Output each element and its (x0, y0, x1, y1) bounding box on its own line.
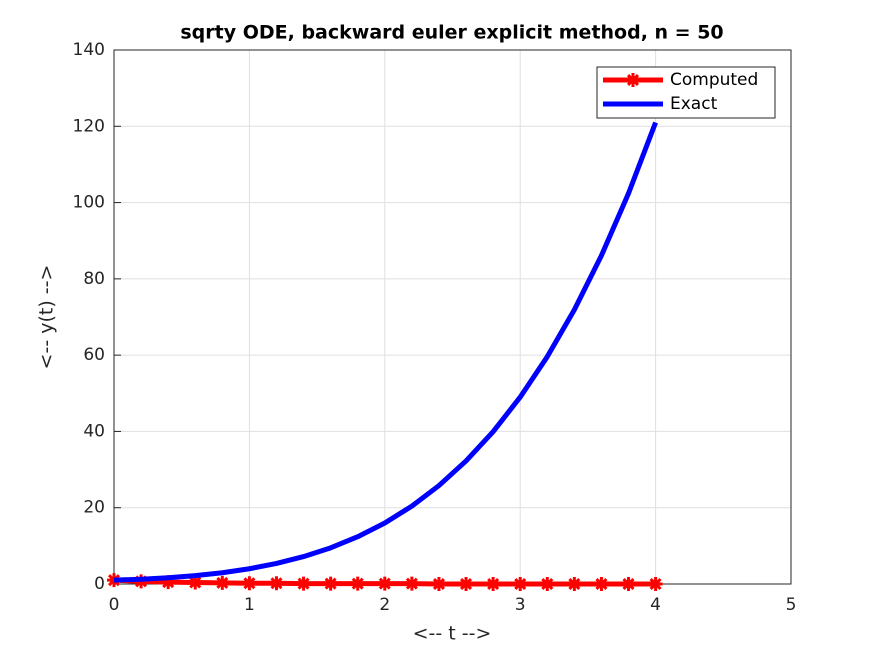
marker (296, 576, 311, 591)
marker (431, 577, 446, 591)
marker (242, 576, 257, 591)
marker (161, 575, 176, 590)
y-tick-label: 140 (73, 40, 105, 60)
marker (594, 577, 609, 591)
chart-title: sqrty ODE, backward euler explicit metho… (180, 22, 723, 44)
legend-label: Exact (670, 94, 718, 114)
y-tick-label: 80 (83, 269, 105, 289)
legend-label: Computed (670, 70, 758, 90)
marker (377, 576, 392, 591)
marker (648, 577, 663, 591)
marker (404, 576, 419, 591)
marker (323, 576, 338, 591)
legend-marker (626, 73, 640, 87)
x-tick-label: 0 (109, 595, 120, 615)
x-tick-label: 1 (244, 595, 255, 615)
series-line (113, 121, 658, 583)
x-axis-label: <-- t --> (413, 623, 492, 645)
y-tick-label: 120 (73, 116, 105, 136)
marker (540, 577, 555, 591)
y-tick-label: 60 (83, 345, 105, 365)
y-tick-label: 0 (94, 574, 105, 594)
marker (621, 577, 636, 591)
x-tick-label: 5 (786, 595, 797, 615)
x-tick-label: 3 (515, 595, 526, 615)
y-tick-label: 40 (83, 421, 105, 441)
legend-box (596, 66, 776, 119)
marker (486, 577, 501, 591)
marker (188, 575, 203, 590)
x-tick-label: 4 (650, 595, 661, 615)
marker (269, 576, 284, 591)
marker (459, 577, 474, 591)
marker (567, 577, 582, 591)
marker (350, 576, 365, 591)
x-tick-label: 2 (379, 595, 390, 615)
y-tick-label: 20 (83, 498, 105, 518)
marker (513, 577, 528, 591)
y-tick-label: 100 (73, 193, 105, 213)
marker (215, 575, 230, 590)
y-axis-label: <-- y(t) --> (36, 265, 58, 370)
marker (107, 573, 121, 588)
